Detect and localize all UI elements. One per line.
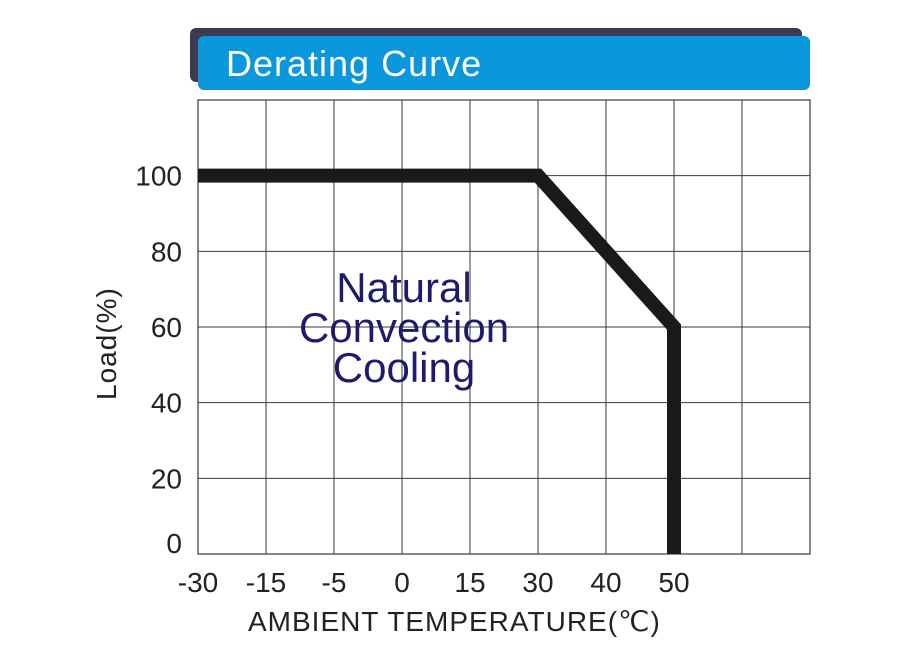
annotation-line: Cooling <box>333 344 475 391</box>
annotation-line: Natural <box>336 264 471 311</box>
x-tick-label: -15 <box>246 567 286 598</box>
x-axis-unit: (℃) <box>608 606 661 637</box>
y-axis-title: Load(%) <box>91 287 122 400</box>
y-axis-label: Load <box>91 334 122 400</box>
y-tick-label: 20 <box>151 463 182 494</box>
y-tick-label: 80 <box>151 236 182 267</box>
x-tick-labels: -30 -15 -5 0 15 30 40 50 <box>178 567 690 598</box>
y-tick-labels: 0 20 40 60 80 100 <box>135 161 182 559</box>
x-tick-label: 15 <box>454 567 485 598</box>
x-tick-label: 0 <box>394 567 410 598</box>
x-tick-label: 30 <box>522 567 553 598</box>
y-tick-label: 60 <box>151 312 182 343</box>
y-tick-label: 40 <box>151 388 182 419</box>
chart-title: Derating Curve <box>226 43 482 84</box>
annotation-line: Convection <box>299 304 509 351</box>
x-tick-label: -30 <box>178 567 218 598</box>
title-banner-front <box>198 36 810 90</box>
x-tick-label: 40 <box>590 567 621 598</box>
title-banner: Derating Curve <box>190 28 810 90</box>
y-tick-label: 0 <box>166 528 182 559</box>
x-tick-label: -5 <box>322 567 347 598</box>
derating-curve-line <box>198 168 681 554</box>
x-axis-title: AMBIENT TEMPERATURE(℃) <box>248 606 661 637</box>
y-tick-label: 100 <box>135 161 182 192</box>
x-tick-label: 50 <box>658 567 689 598</box>
y-axis-unit: (%) <box>91 287 122 334</box>
x-axis-label: AMBIENT TEMPERATURE <box>248 606 608 637</box>
